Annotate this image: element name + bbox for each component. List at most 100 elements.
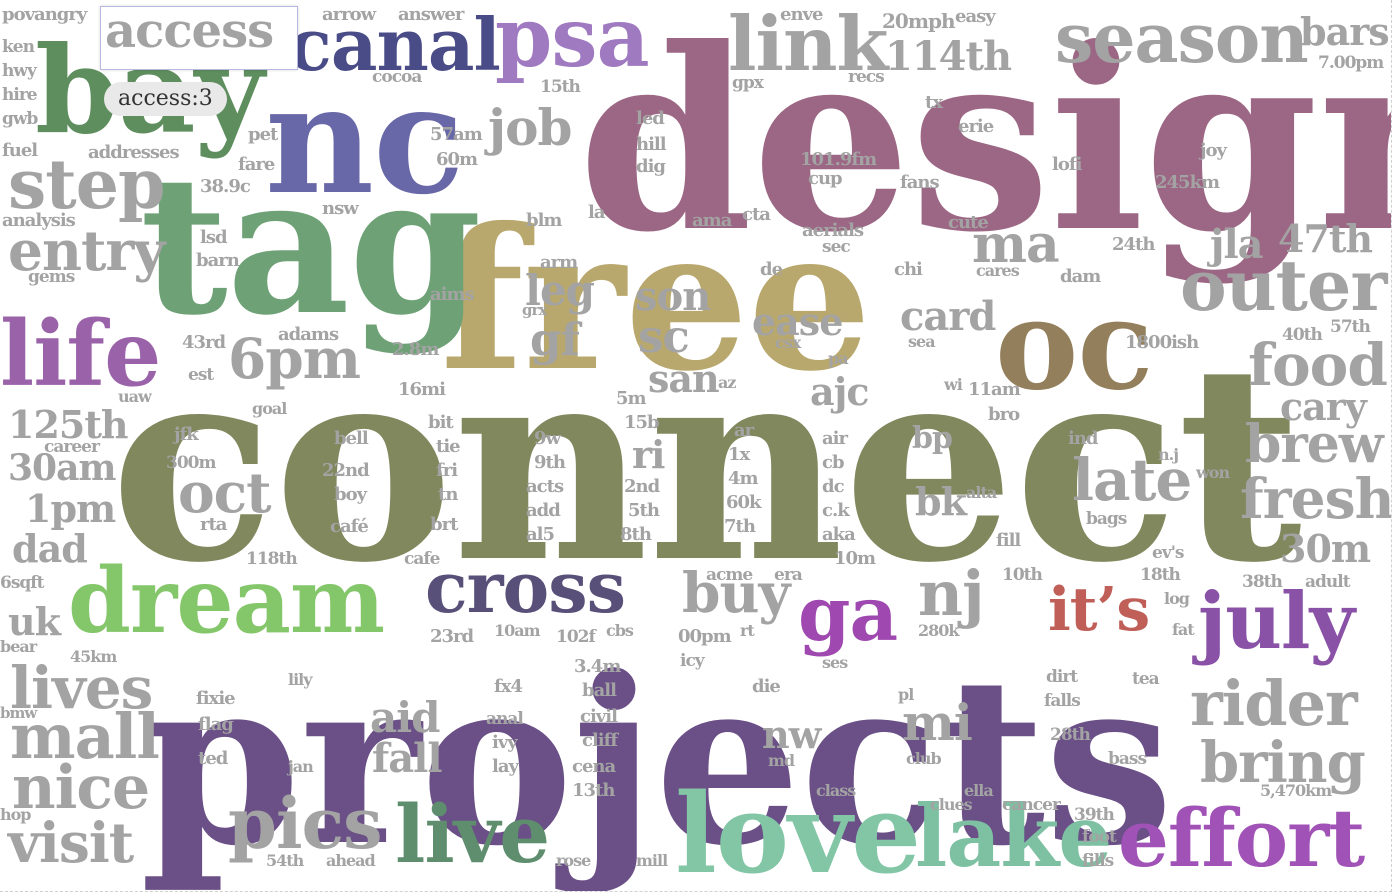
word-133[interactable]: wi (943, 375, 964, 394)
word-17[interactable]: canal (288, 2, 501, 87)
word-122[interactable]: 2.8m (392, 339, 440, 360)
word-20[interactable]: season (1055, 0, 1309, 79)
word-76[interactable]: ken (2, 37, 36, 57)
word-35[interactable]: pics (228, 782, 383, 865)
word-19[interactable]: life (0, 301, 161, 407)
word-31[interactable]: mall (10, 700, 160, 773)
word-24[interactable]: entry (8, 218, 168, 283)
word-52[interactable]: 47th (1278, 216, 1373, 261)
word-219[interactable]: tea (1132, 669, 1161, 689)
word-45[interactable]: card (900, 293, 997, 340)
word-163[interactable]: 1x (728, 444, 752, 465)
word-74[interactable]: povangry (2, 4, 89, 25)
word-181[interactable]: cafe (404, 549, 442, 569)
word-158[interactable]: al5 (526, 524, 556, 545)
word-178[interactable]: bags (1086, 509, 1128, 529)
word-99[interactable]: cup (808, 168, 843, 189)
word-23[interactable]: step (8, 145, 166, 225)
word-238[interactable]: rose (556, 851, 592, 870)
word-55[interactable]: cary (1280, 384, 1369, 429)
word-119[interactable]: dam (1060, 266, 1102, 287)
word-129[interactable]: 40th (1282, 325, 1324, 345)
word-0[interactable]: connect (110, 304, 1305, 622)
word-90[interactable]: addresses (88, 142, 180, 163)
word-58[interactable]: 30am (8, 447, 117, 489)
word-149[interactable]: boy (334, 484, 369, 505)
word-25[interactable]: food (1248, 331, 1388, 399)
word-153[interactable]: rta (200, 514, 229, 535)
word-200[interactable]: icy (680, 651, 707, 671)
word-87[interactable]: tx (925, 92, 944, 113)
word-28[interactable]: late (1072, 446, 1192, 514)
word-124[interactable]: 43rd (182, 332, 228, 353)
word-2[interactable]: design (578, 0, 1392, 287)
word-39[interactable]: ma (972, 214, 1060, 275)
word-4[interactable]: tag (140, 134, 482, 357)
word-108[interactable]: cta (742, 204, 772, 225)
word-209[interactable]: fx4 (494, 676, 523, 697)
word-211[interactable]: ivy (492, 732, 519, 753)
word-159[interactable]: 2nd (624, 476, 662, 497)
word-71[interactable]: enve (780, 4, 824, 25)
word-72[interactable]: arrow (322, 4, 378, 25)
hover-highlight-box[interactable]: access (100, 6, 298, 70)
word-62[interactable]: aid (370, 693, 441, 742)
word-102[interactable]: joy (1198, 140, 1229, 161)
word-190[interactable]: adult (1305, 572, 1352, 592)
word-148[interactable]: 22nd (322, 460, 371, 481)
word-176[interactable]: n.j (1158, 445, 1179, 464)
word-123[interactable]: adams (278, 324, 340, 345)
word-33[interactable]: lives (10, 654, 153, 722)
word-157[interactable]: add (526, 500, 562, 521)
word-224[interactable]: flag (198, 714, 235, 735)
word-30[interactable]: bring (1200, 730, 1366, 796)
word-138[interactable]: 15b (624, 412, 660, 433)
word-89[interactable]: pet (248, 124, 280, 145)
word-118[interactable]: cares (976, 261, 1021, 280)
word-78[interactable]: hire (2, 85, 39, 105)
word-117[interactable]: chi (894, 259, 924, 280)
word-84[interactable]: 15th (540, 77, 582, 97)
word-60[interactable]: dad (12, 526, 88, 571)
word-1[interactable]: projects (140, 627, 1174, 892)
word-165[interactable]: 60k (726, 492, 763, 513)
word-29[interactable]: rider (1190, 667, 1360, 740)
word-202[interactable]: lily (288, 670, 314, 689)
word-80[interactable]: fuel (2, 140, 39, 161)
word-92[interactable]: 38.9c (200, 176, 252, 197)
word-154[interactable]: 9w (534, 428, 563, 449)
word-67[interactable]: bp (912, 421, 953, 456)
word-166[interactable]: 7th (724, 516, 757, 537)
word-38[interactable]: job (484, 98, 572, 157)
word-16[interactable]: it’s (1048, 575, 1150, 645)
word-27[interactable]: fresh (1240, 466, 1392, 531)
word-36[interactable]: oct (178, 460, 273, 525)
word-128[interactable]: 1800ish (1125, 332, 1200, 353)
word-164[interactable]: 4m (728, 468, 760, 489)
word-50[interactable]: ajc (810, 369, 870, 414)
word-8[interactable]: dream (68, 548, 385, 654)
word-156[interactable]: acts (526, 476, 565, 497)
word-10[interactable]: live (395, 787, 550, 881)
word-94[interactable]: 60m (436, 149, 479, 170)
word-212[interactable]: lay (492, 756, 521, 777)
word-70[interactable]: easy (955, 6, 997, 27)
word-204[interactable]: ball (582, 680, 618, 701)
word-93[interactable]: 57am (430, 124, 484, 145)
word-168[interactable]: cb (822, 452, 845, 473)
word-174[interactable]: fill (996, 530, 1022, 551)
word-115[interactable]: arm (540, 252, 579, 273)
word-73[interactable]: answer (398, 4, 466, 25)
word-37[interactable]: 6pm (228, 326, 361, 391)
word-114[interactable]: barn (196, 250, 241, 271)
word-111[interactable]: cute (948, 212, 989, 233)
word-144[interactable]: tn (438, 484, 459, 505)
word-57[interactable]: 125th (8, 402, 129, 447)
word-97[interactable]: dig (636, 156, 667, 177)
word-83[interactable]: cocoa (372, 67, 423, 87)
word-112[interactable]: 24th (1112, 234, 1156, 255)
word-152[interactable]: 300m (166, 453, 217, 473)
word-222[interactable]: bmw (0, 704, 39, 722)
word-189[interactable]: 38th (1242, 572, 1284, 592)
word-188[interactable]: fat (1172, 620, 1196, 639)
